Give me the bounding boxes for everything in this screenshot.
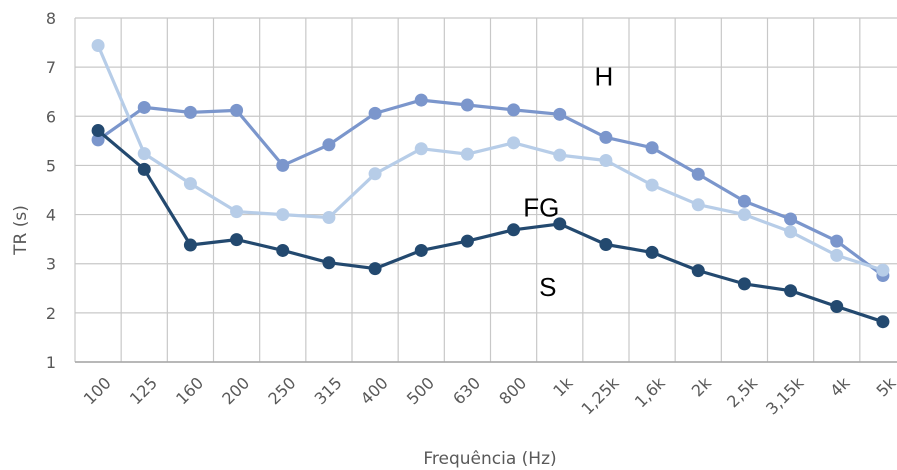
data-point [553, 148, 567, 162]
y-axis-title: TR (s) [11, 205, 31, 256]
data-point [137, 100, 151, 114]
x-tick-label: 125 [126, 373, 161, 408]
data-point [460, 234, 474, 248]
data-point [414, 243, 428, 257]
data-point [91, 133, 105, 147]
data-point [599, 238, 613, 252]
data-point [322, 138, 336, 152]
y-tick-label: 5 [46, 156, 56, 175]
series-line [97, 98, 884, 277]
data-point [460, 147, 474, 161]
data-point [230, 205, 244, 219]
data-point [876, 315, 890, 329]
data-point [183, 105, 197, 119]
data-point [183, 238, 197, 252]
y-tick-label: 3 [46, 255, 56, 274]
x-tick-label: 800 [495, 373, 530, 408]
data-point [737, 208, 751, 222]
x-tick-label: 250 [264, 373, 299, 408]
data-point [91, 124, 105, 138]
y-tick-label: 8 [46, 9, 56, 28]
x-tick-label: 3,15k [762, 373, 808, 419]
series-label-s: S [539, 272, 556, 302]
x-tick-label: 2,5k [723, 373, 761, 411]
data-point [645, 245, 659, 259]
data-point [599, 130, 613, 144]
x-tick-label: 315 [311, 373, 346, 408]
y-axis-ticks: 1 2 3 4 5 6 7 8 [46, 9, 56, 372]
x-tick-label: 500 [403, 373, 438, 408]
data-point [830, 299, 844, 313]
grid [74, 17, 897, 363]
x-tick-label: 160 [172, 373, 207, 408]
data-point [368, 262, 382, 276]
x-axis-title: Frequência (Hz) [423, 449, 556, 469]
data-point [322, 211, 336, 225]
series-s [91, 124, 890, 329]
data-point [460, 98, 474, 112]
data-point [137, 162, 151, 176]
data-point [553, 107, 567, 121]
data-point [830, 234, 844, 248]
data-point [414, 93, 428, 107]
x-tick-label: 200 [218, 373, 253, 408]
data-point [784, 284, 798, 298]
data-point [645, 141, 659, 155]
series-line [97, 129, 884, 324]
data-point [137, 147, 151, 161]
series-label-fg: FG [523, 192, 559, 222]
data-point [414, 142, 428, 156]
y-tick-label: 7 [46, 58, 56, 77]
data-point [276, 158, 290, 172]
data-point [691, 198, 705, 212]
data-point [276, 243, 290, 257]
x-tick-label: 1,25k [577, 373, 623, 419]
data-point [876, 263, 890, 277]
data-point [91, 39, 105, 53]
data-point [368, 106, 382, 120]
series-h [91, 93, 890, 283]
x-tick-label: 630 [449, 373, 484, 408]
y-tick-label: 4 [46, 206, 56, 225]
data-point [368, 167, 382, 181]
x-tick-label: 1k [549, 373, 577, 401]
data-point [183, 177, 197, 191]
data-point [830, 248, 844, 262]
data-point [230, 233, 244, 247]
data-point [737, 277, 751, 291]
data-point [507, 223, 521, 237]
y-tick-label: 1 [46, 353, 56, 372]
x-tick-label: 400 [357, 373, 392, 408]
series-label-h: H [595, 61, 614, 91]
data-point [230, 103, 244, 117]
series-fg [91, 39, 890, 277]
x-tick-label: 1,6k [631, 373, 669, 411]
data-point [691, 167, 705, 181]
y-tick-label: 6 [46, 107, 56, 126]
data-point [507, 136, 521, 150]
data-point [645, 178, 659, 192]
data-point [507, 103, 521, 117]
x-tick-label: 5k [872, 373, 897, 401]
data-point [322, 256, 336, 270]
series-line [96, 44, 884, 272]
y-tick-label: 2 [46, 304, 56, 323]
data-point [599, 154, 613, 168]
x-tick-label: 100 [80, 373, 115, 408]
series-layer [91, 39, 890, 329]
data-point [784, 225, 798, 239]
data-point [553, 217, 567, 231]
x-tick-label: 2k [688, 373, 716, 401]
x-axis-ticks: 100 125 160 200 250 315 400 500 630 800 1k 1,25k 1,6… [80, 373, 897, 419]
x-tick-label: 4k [826, 373, 854, 401]
data-point [276, 208, 290, 222]
data-point [737, 194, 751, 208]
data-point [784, 212, 798, 226]
series-annotations: H FG S [523, 61, 613, 301]
data-point [691, 264, 705, 278]
